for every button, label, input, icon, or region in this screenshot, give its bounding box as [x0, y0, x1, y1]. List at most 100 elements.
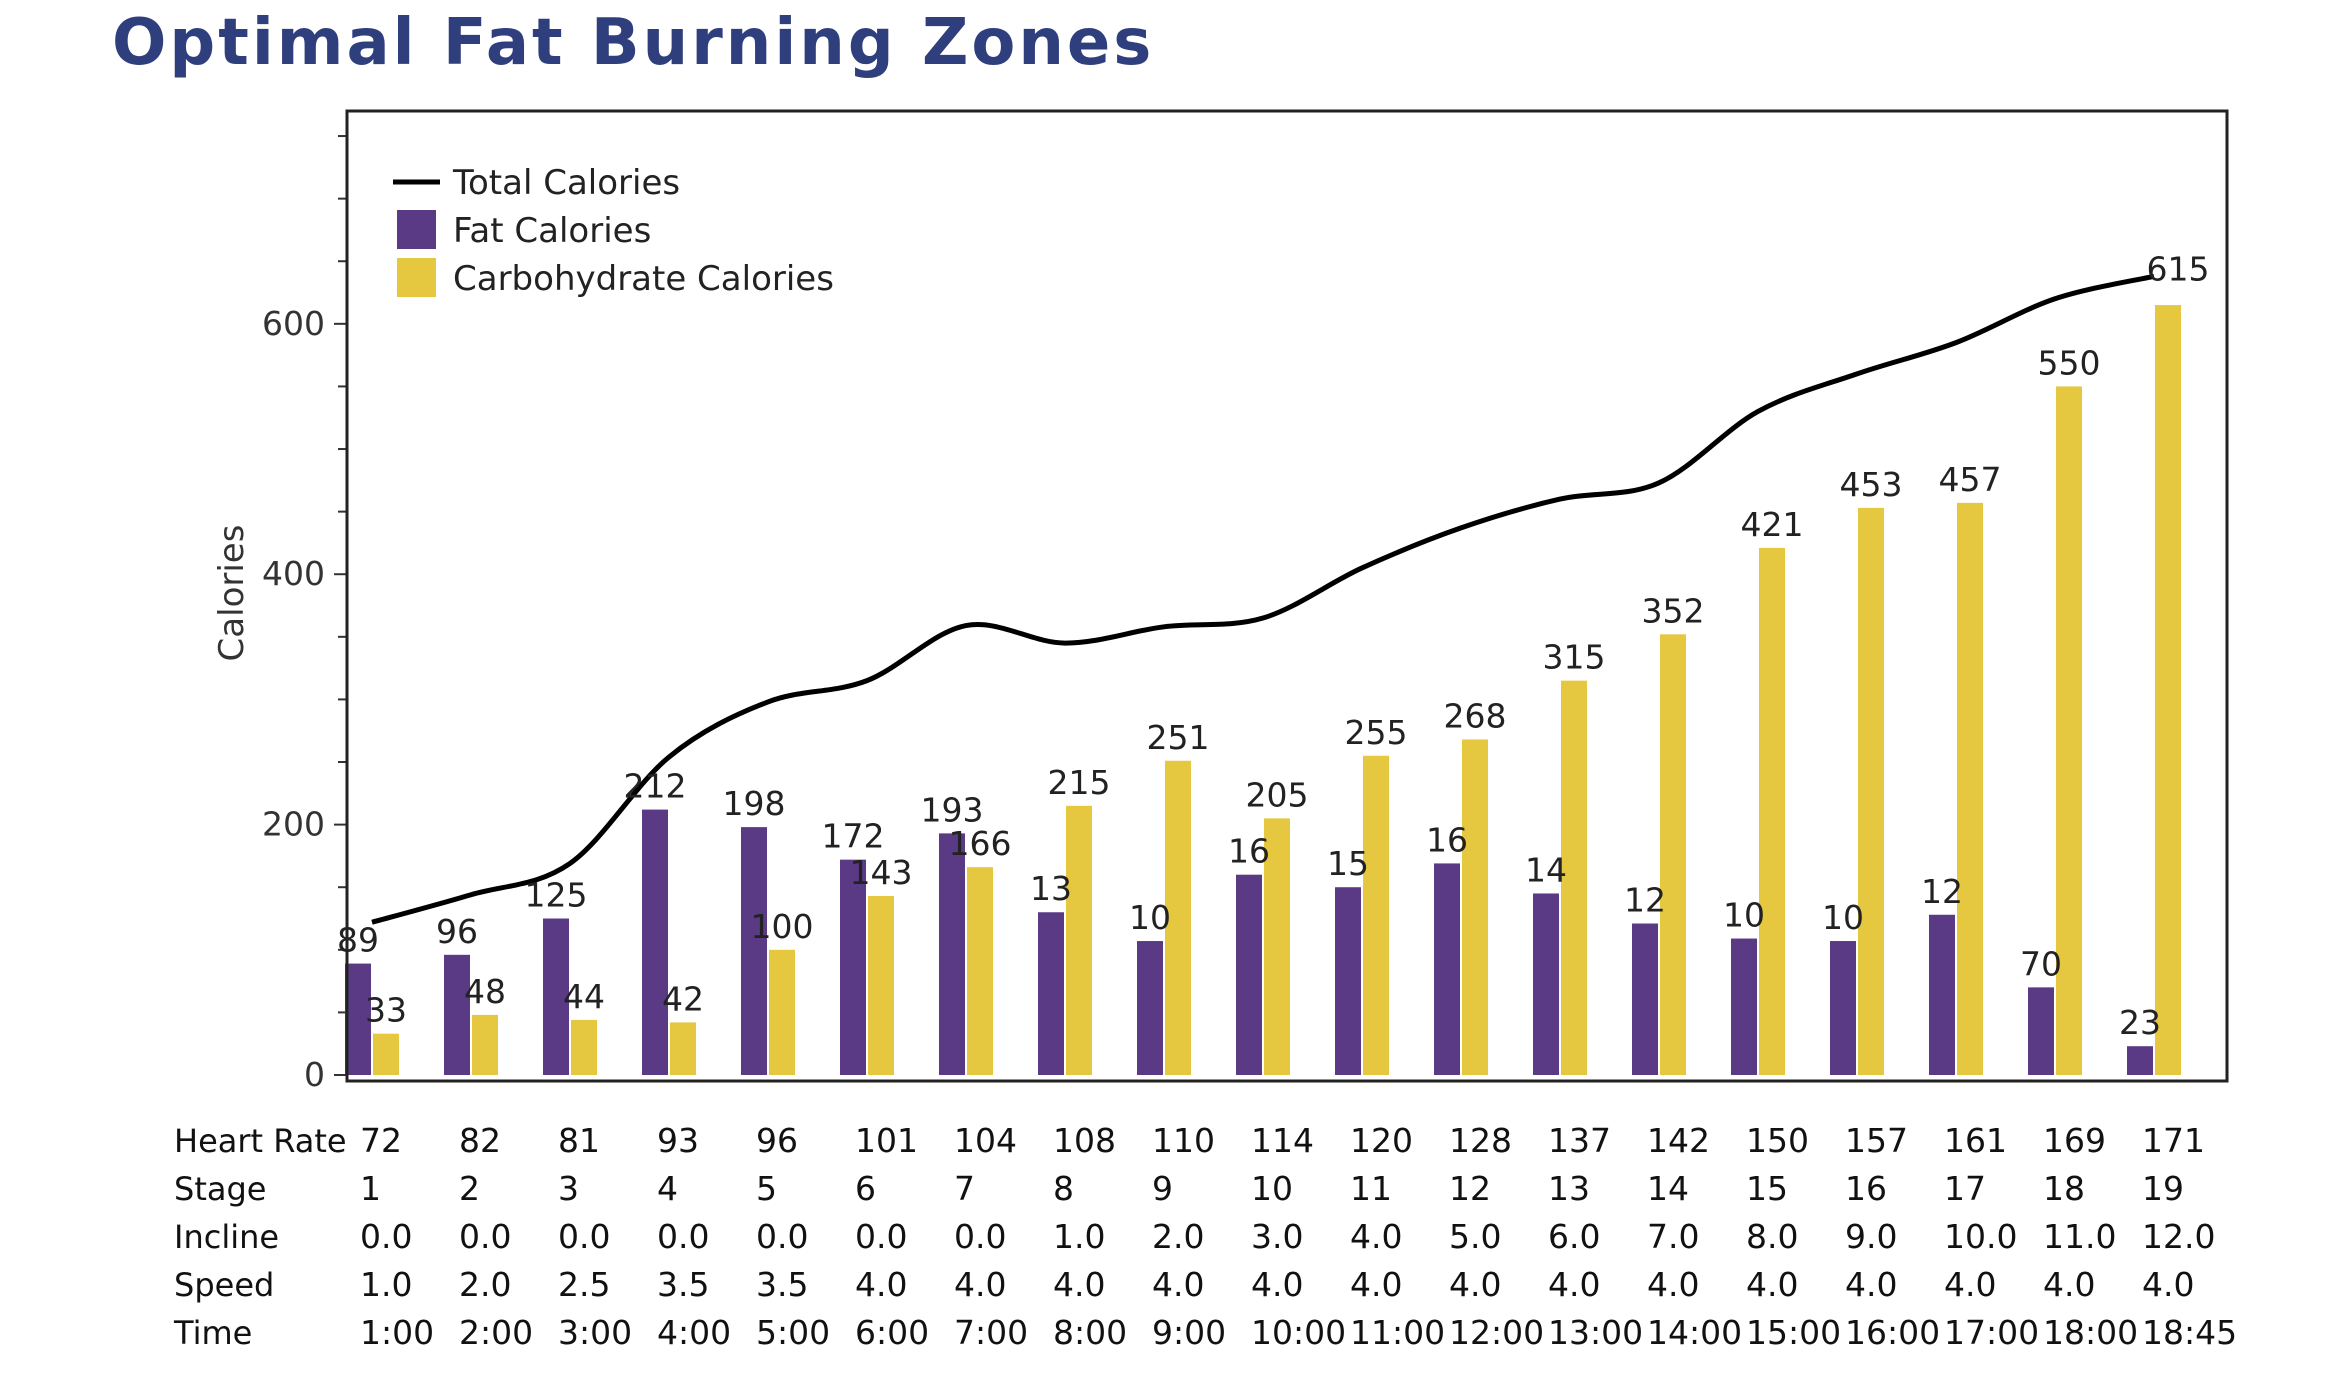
- table-cell: 4.0: [1251, 1265, 1303, 1304]
- table-cell: 0.0: [657, 1217, 709, 1256]
- table-cell: 2:00: [459, 1313, 533, 1352]
- table-cell: 9.0: [1845, 1217, 1897, 1256]
- carb-bar-label: 550: [2038, 343, 2101, 382]
- table-cell: 18: [2043, 1169, 2085, 1208]
- table-cell: 4.0: [1647, 1265, 1699, 1304]
- fat-bar: [1929, 914, 1955, 1075]
- table-cell: 4.0: [1350, 1265, 1402, 1304]
- table-cell: 4.0: [1449, 1265, 1501, 1304]
- table-cell: 0.0: [855, 1217, 907, 1256]
- table-cell: 161: [1944, 1121, 2007, 1160]
- legend-fat-swatch: [397, 210, 436, 249]
- table-cell: 1.0: [360, 1265, 412, 1304]
- fat-bar: [444, 954, 470, 1075]
- carb-bar-label: 421: [1741, 505, 1804, 544]
- table-cell: 16:00: [1845, 1313, 1940, 1352]
- y-tick-label: 0: [304, 1055, 325, 1094]
- carb-bar-label: 48: [464, 972, 506, 1011]
- table-row-label: Heart Rate: [174, 1122, 347, 1160]
- fat-bar: [642, 809, 668, 1075]
- carb-bar-label: 457: [1939, 460, 2002, 499]
- fat-bar-label: 14: [1525, 850, 1567, 889]
- carb-bar-label: 44: [563, 977, 605, 1016]
- table-cell: 137: [1548, 1121, 1611, 1160]
- table-cell: 120: [1350, 1121, 1413, 1160]
- table-cell: 3.0: [1251, 1217, 1303, 1256]
- carb-bar: [2056, 386, 2082, 1075]
- fat-bar-label: 10: [1822, 898, 1864, 937]
- table-cell: 18:45: [2142, 1313, 2237, 1352]
- y-axis-title: Calories: [212, 525, 252, 662]
- fat-bar: [1038, 912, 1064, 1075]
- bars: [345, 305, 2181, 1075]
- carb-bar-label: 42: [662, 979, 704, 1018]
- carb-bar: [472, 1014, 498, 1075]
- carb-bar-label: 255: [1345, 713, 1408, 752]
- fat-bar-label: 96: [436, 912, 478, 951]
- table-cell: 7.0: [1647, 1217, 1699, 1256]
- table-cell: 81: [558, 1121, 600, 1160]
- table-cell: 171: [2142, 1121, 2205, 1160]
- table-cell: 6: [855, 1169, 876, 1208]
- fat-bar-label: 10: [1129, 898, 1171, 937]
- carb-bar-label: 33: [365, 991, 407, 1030]
- carb-bar: [1957, 502, 1983, 1075]
- table-cell: 5:00: [756, 1313, 830, 1352]
- table-cell: 13:00: [1548, 1313, 1643, 1352]
- table-cell: 114: [1251, 1121, 1314, 1160]
- fat-bar: [741, 827, 767, 1075]
- fat-bar: [1731, 938, 1757, 1075]
- carb-bar: [1165, 760, 1191, 1075]
- carb-bar-label: 205: [1246, 775, 1309, 814]
- table-cell: 4.0: [1746, 1265, 1798, 1304]
- carb-bar: [373, 1033, 399, 1075]
- fat-bar-label: 89: [337, 921, 379, 960]
- table-cell: 8:00: [1053, 1313, 1127, 1352]
- table-cell: 17:00: [1944, 1313, 2039, 1352]
- fat-bar: [1632, 923, 1658, 1075]
- table-cell: 0.0: [756, 1217, 808, 1256]
- fat-bar: [543, 918, 569, 1075]
- fat-bar-label: 10: [1723, 896, 1765, 935]
- table-cell: 3:00: [558, 1313, 632, 1352]
- carb-bar: [967, 867, 993, 1075]
- fat-bar: [939, 833, 965, 1075]
- legend: Total Calories Fat Calories Carbohydrate…: [393, 163, 834, 299]
- table-cell: 12.0: [2142, 1217, 2215, 1256]
- carb-bar: [571, 1019, 597, 1075]
- table-cell: 157: [1845, 1121, 1908, 1160]
- legend-total-label: Total Calories: [452, 163, 680, 203]
- table-cell: 0.0: [360, 1217, 412, 1256]
- y-tick-label: 400: [262, 554, 325, 593]
- carb-bar-label: 251: [1147, 718, 1210, 757]
- fat-bar-label: 198: [723, 784, 786, 823]
- table-cell: 14: [1647, 1169, 1689, 1208]
- carb-bar-label: 143: [850, 853, 913, 892]
- fat-bar-label: 193: [921, 790, 984, 829]
- table-cell: 4:00: [657, 1313, 731, 1352]
- table-cell: 6.0: [1548, 1217, 1600, 1256]
- end-value-label: 615: [2147, 249, 2210, 288]
- carb-bar: [1660, 634, 1686, 1075]
- carb-bar: [1264, 818, 1290, 1075]
- table-cell: 5.0: [1449, 1217, 1501, 1256]
- total-calories-line: [371, 273, 2155, 925]
- carb-bar-label: 453: [1840, 465, 1903, 504]
- fat-bar-label: 12: [1921, 872, 1963, 911]
- fat-bar: [2028, 987, 2054, 1075]
- y-axis: 0 200 400 600: [262, 135, 347, 1094]
- carb-bar: [1363, 755, 1389, 1075]
- table-cell: 96: [756, 1121, 798, 1160]
- table-cell: 18:00: [2043, 1313, 2138, 1352]
- fat-bar: [345, 963, 371, 1075]
- carb-bar: [2155, 305, 2181, 1075]
- legend-carb-swatch: [397, 258, 436, 297]
- table-cell: 13: [1548, 1169, 1590, 1208]
- carb-bar: [769, 949, 795, 1075]
- table-cell: 93: [657, 1121, 699, 1160]
- table-cell: 15:00: [1746, 1313, 1841, 1352]
- table-cell: 1: [360, 1169, 381, 1208]
- fat-bar: [1236, 874, 1262, 1075]
- table-cell: 7: [954, 1169, 975, 1208]
